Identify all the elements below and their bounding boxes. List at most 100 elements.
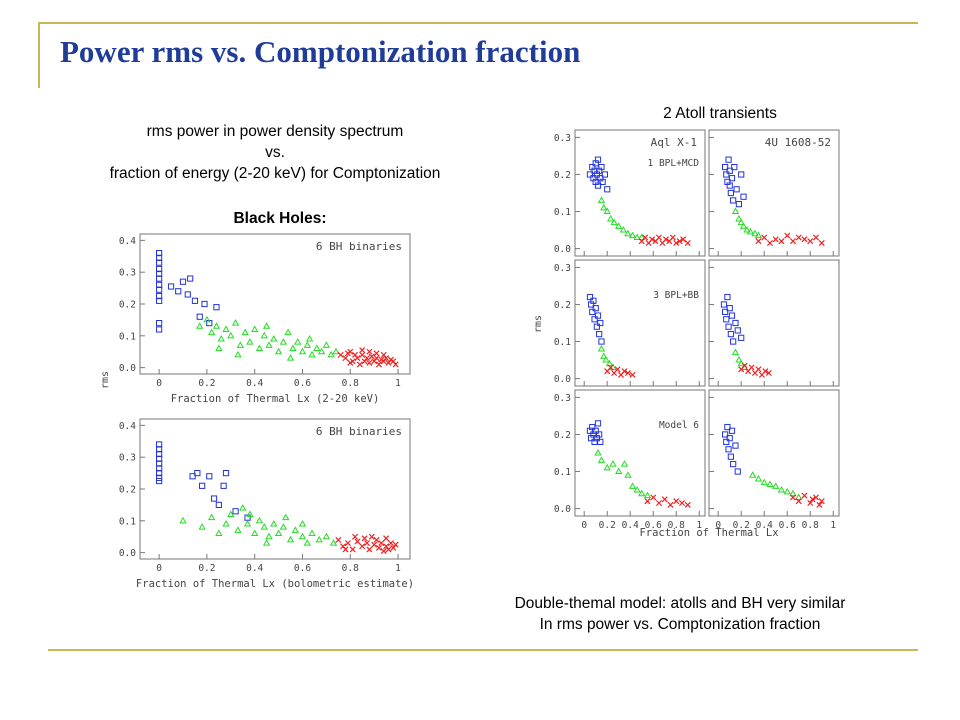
series-blue	[586, 420, 604, 445]
data-point-green	[597, 344, 606, 352]
data-point-green	[597, 456, 606, 463]
data-point-blue	[189, 473, 196, 480]
y-tick-label: 0.1	[119, 516, 136, 527]
data-point-green	[305, 334, 314, 342]
data-point-blue	[728, 312, 736, 319]
data-point-blue	[589, 423, 596, 431]
x-tick-label: 0.4	[622, 520, 639, 531]
panel-sublabel: Model 6	[659, 420, 699, 431]
data-point-blue	[167, 283, 175, 290]
series-green	[731, 207, 763, 239]
data-point-green	[208, 328, 216, 336]
x-tick-label: 0.8	[802, 520, 819, 531]
data-point-red	[680, 236, 687, 243]
data-point-green	[772, 482, 780, 489]
data-point-blue	[597, 319, 604, 327]
data-point-red	[607, 364, 614, 371]
data-point-red	[347, 359, 354, 366]
data-point-blue	[726, 305, 733, 312]
data-point-green	[638, 489, 646, 497]
data-point-green	[260, 523, 268, 530]
data-point-red	[359, 543, 366, 550]
data-point-green	[739, 222, 748, 229]
data-point-red	[801, 236, 808, 243]
data-point-blue	[156, 259, 163, 266]
data-point-blue	[593, 323, 600, 330]
data-point-blue	[725, 323, 732, 330]
data-point-blue	[725, 156, 732, 163]
data-point-green	[322, 532, 331, 540]
x-tick-label: 1	[395, 563, 401, 574]
bottom-caption-line: Double-themal model: atolls and BH very …	[514, 595, 846, 612]
data-point-blue	[724, 293, 731, 301]
x-tick-label: 0.4	[246, 563, 263, 574]
data-point-blue	[222, 469, 230, 477]
data-point-blue	[733, 186, 740, 193]
series-red	[644, 494, 691, 508]
data-point-blue	[175, 288, 182, 295]
data-point-red	[354, 538, 361, 545]
data-point-blue	[184, 291, 191, 298]
x-tick-label: 0	[156, 563, 162, 574]
data-point-green	[196, 322, 204, 329]
data-point-red	[673, 240, 680, 247]
bh-bottom-chart: 0.0 0.1 0.2 0.3 0.4 0 0.2 0.4 0.6 0.8 1 6 BH binari…	[119, 418, 414, 590]
data-point-blue	[732, 442, 739, 449]
data-point-red	[684, 240, 691, 247]
y-tick-label: 0.0	[119, 548, 136, 559]
atoll-grid-chart: 0.0 0.1 0.2 0.3 Aql X-1 1 BPL+MCD 4U 1608-52 0.…	[533, 129, 840, 539]
data-point-red	[375, 361, 382, 368]
data-point-red	[359, 351, 366, 358]
data-point-red	[748, 364, 755, 371]
data-point-blue	[201, 300, 208, 308]
data-point-red	[676, 238, 683, 245]
data-point-blue	[604, 186, 611, 193]
data-point-green	[615, 467, 623, 475]
data-point-green	[743, 226, 751, 233]
x-tick-label: 1	[830, 520, 836, 531]
series-blue	[156, 249, 220, 333]
data-point-blue	[598, 163, 605, 171]
x-tick-label: 0	[581, 520, 587, 531]
y-tick-label: 0.0	[119, 363, 136, 374]
y-tick-label: 0.2	[554, 170, 571, 181]
data-point-green	[239, 504, 247, 511]
data-point-green	[735, 214, 743, 222]
data-point-red	[342, 355, 349, 362]
data-point-red	[387, 540, 394, 547]
data-point-green	[265, 341, 273, 348]
series-blue	[586, 293, 605, 345]
data-point-blue	[720, 301, 728, 308]
data-point-green	[255, 344, 264, 352]
data-point-green	[789, 489, 797, 497]
panel-frame	[708, 259, 840, 387]
data-point-blue	[726, 182, 733, 189]
panel-frame	[574, 129, 706, 257]
data-point-green	[203, 315, 211, 323]
panel-label: 4U 1608-52	[765, 136, 831, 149]
data-point-green	[260, 331, 268, 339]
data-point-red	[789, 238, 797, 245]
data-point-green	[317, 347, 326, 355]
data-point-green	[279, 338, 288, 345]
data-point-green	[624, 471, 632, 478]
panel-label: 6 BH binaries	[316, 240, 402, 253]
data-point-red	[385, 546, 392, 553]
series-blue	[586, 156, 611, 193]
data-point-green	[783, 487, 791, 495]
data-point-blue	[589, 308, 596, 315]
data-point-blue	[196, 313, 203, 320]
data-point-red	[375, 544, 382, 551]
panel-frame	[708, 389, 840, 517]
x-tick-label: 0.6	[645, 520, 662, 531]
data-point-green	[298, 532, 307, 540]
y-tick-label: 0.3	[119, 268, 136, 279]
data-point-red	[337, 351, 344, 358]
x-axis-label: Fraction of Thermal Lx (bolometric estim…	[136, 578, 414, 590]
data-point-red	[812, 234, 820, 241]
y-tick-label: 0.3	[554, 263, 571, 274]
data-point-green	[754, 474, 763, 482]
series-green	[196, 315, 340, 361]
data-point-red	[765, 370, 772, 377]
panel-frame	[139, 233, 411, 375]
